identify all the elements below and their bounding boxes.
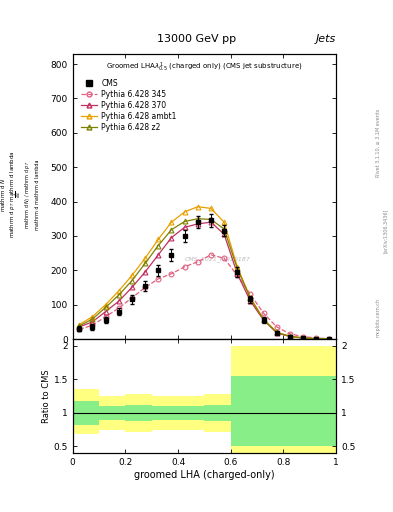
X-axis label: groomed LHA (charged-only): groomed LHA (charged-only)	[134, 470, 275, 480]
Text: mcplots.cern.ch: mcplots.cern.ch	[376, 298, 380, 337]
Y-axis label: mathrm d $^2$N
mathrm d p$_T$ mathrm d lambda: mathrm d $^2$N mathrm d p$_T$ mathrm d l…	[0, 511, 1, 512]
Text: Groomed LHA$\lambda^1_{0.5}$ (charged only) (CMS jet substructure): Groomed LHA$\lambda^1_{0.5}$ (charged on…	[106, 61, 303, 74]
Y-axis label: Ratio to CMS: Ratio to CMS	[42, 369, 51, 423]
Text: 13000 GeV pp: 13000 GeV pp	[157, 33, 236, 44]
Text: CMS_2021_I1920187: CMS_2021_I1920187	[185, 257, 250, 262]
Text: [arXiv:1306.3436]: [arXiv:1306.3436]	[383, 208, 387, 252]
Text: Jets: Jets	[316, 33, 336, 44]
Text: $\frac{1}{\mathrm{d}N_J}$
mathrm d $N_J$ / mathrm d $p_T$
mathrm d mathrm d lamb: $\frac{1}{\mathrm{d}N_J}$ mathrm d $N_J$…	[11, 159, 40, 230]
Legend: CMS, Pythia 6.428 345, Pythia 6.428 370, Pythia 6.428 ambt1, Pythia 6.428 z2: CMS, Pythia 6.428 345, Pythia 6.428 370,…	[79, 77, 178, 133]
Text: mathrm d $N$
mathrm d $p_T$ mathrm d lambda: mathrm d $N$ mathrm d $p_T$ mathrm d lam…	[0, 151, 17, 239]
Text: Rivet 3.1.10, ≥ 3.1M events: Rivet 3.1.10, ≥ 3.1M events	[376, 109, 380, 178]
